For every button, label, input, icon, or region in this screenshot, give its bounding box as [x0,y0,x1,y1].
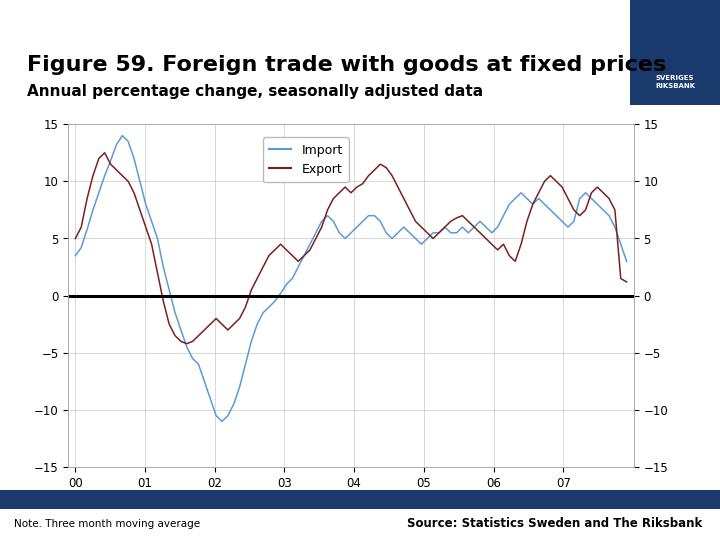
Import [493,224,502,230]
Export [622,279,631,285]
Text: Source: Statistics Sweden and The Riksbank: Source: Statistics Sweden and The Riksba… [407,517,702,530]
Text: Note. Three month moving average: Note. Three month moving average [14,519,201,529]
Import [458,224,467,230]
Import [217,418,226,424]
Import [94,190,103,196]
Export [182,340,191,347]
Export [176,338,185,345]
Export [493,247,502,253]
Legend: Import, Export: Import, Export [263,137,349,182]
Export [470,224,479,230]
Export [458,212,467,219]
Import [176,327,185,333]
Line: Import: Import [76,136,626,421]
Import [71,252,80,259]
Export [487,241,496,247]
Line: Export: Export [76,153,626,343]
Import [487,230,496,236]
Text: Figure 59. Foreign trade with goods at fixed prices: Figure 59. Foreign trade with goods at f… [27,55,667,75]
Import [118,132,127,139]
Text: SVERIGES
RIKSBANK: SVERIGES RIKSBANK [655,76,695,89]
Export [100,150,109,156]
Export [71,235,80,242]
Import [622,258,631,265]
Export [94,156,103,162]
Import [470,224,479,230]
Text: Annual percentage change, seasonally adjusted data: Annual percentage change, seasonally adj… [27,84,484,99]
